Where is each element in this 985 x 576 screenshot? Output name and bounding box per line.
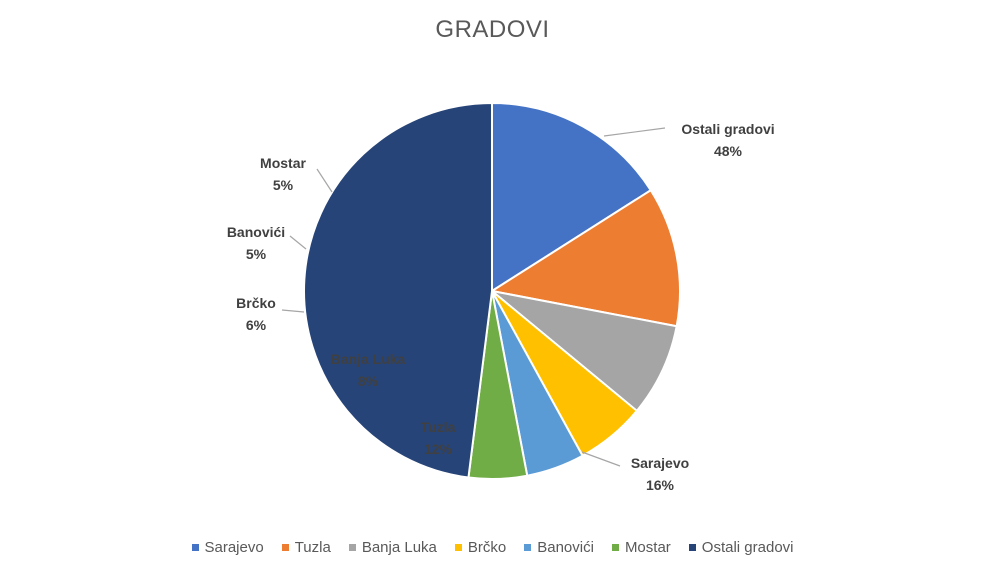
legend-item: Tuzla [281,539,331,556]
leader-line [289,235,307,250]
legend-swatch [454,544,462,551]
slice-label-value: 5% [273,177,294,193]
legend-item: Mostar [611,539,671,556]
legend-swatch [524,544,532,551]
leader-line [603,127,666,137]
pie-slice-ostali-gradovi [302,101,493,479]
legend-label: Brčko [467,539,507,556]
slice-label-name: Sarajevo [631,455,689,471]
legend-swatch [611,544,619,551]
legend-label: Tuzla [294,539,331,556]
slice-label-name: Ostali gradovi [681,121,774,137]
chart-legend: Sarajevo Tuzla Banja Luka Brčko Banovići Most… [0,539,985,556]
legend-swatch [281,544,289,551]
legend-label: Sarajevo [204,539,264,556]
chart-title: GRADOVI [435,16,550,43]
legend-swatch [348,544,356,551]
slice-label-name: Mostar [260,155,306,171]
slice-label-name: Brčko [236,295,276,311]
legend-swatch [688,544,696,551]
leader-line [281,309,305,313]
slice-label-name: Tuzla [421,419,456,435]
legend-label: Mostar [624,539,671,556]
slice-label-name: Banovići [227,224,285,240]
pie-slice-tuzla [489,188,681,328]
legend-item: Brčko [454,539,507,556]
leader-line [316,168,333,193]
legend-label: Ostali gradovi [701,539,794,556]
leader-line [581,451,621,467]
legend-label: Banja Luka [361,539,437,556]
slice-label-value: 16% [646,477,675,493]
slice-label-name: Banja Luka [331,351,406,367]
slice-label-value: 5% [246,246,267,262]
legend-item: Banovići [524,539,594,556]
slice-label-value: 8% [358,373,379,389]
legend-item: Sarajevo [191,539,264,556]
legend-item: Ostali gradovi [688,539,794,556]
pie-slice-sarajevo [491,101,653,293]
legend-item: Banja Luka [348,539,437,556]
legend-label: Banovići [537,539,594,556]
slice-label-value: 12% [424,441,453,457]
legend-swatch [191,544,199,551]
slice-label-value: 6% [246,317,267,333]
slice-label-value: 48% [714,143,743,159]
pie-slice-banja-luka [491,290,678,413]
